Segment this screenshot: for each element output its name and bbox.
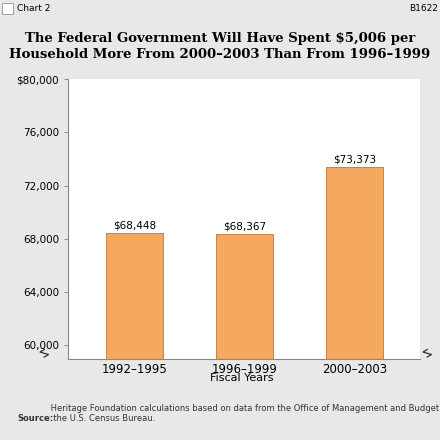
Bar [106, 233, 163, 440]
Text: Heritage Foundation calculations based on data from the Office of Management and: Heritage Foundation calculations based o… [48, 403, 440, 423]
Text: $73,373: $73,373 [333, 155, 376, 165]
Text: Household More From 2000–2003 Than From 1996–1999: Household More From 2000–2003 Than From … [9, 48, 431, 62]
Text: $68,367: $68,367 [223, 221, 266, 231]
Text: $68,448: $68,448 [113, 220, 156, 230]
Bar [326, 167, 383, 440]
Bar [2, 3, 13, 14]
Text: B1622: B1622 [409, 4, 438, 13]
Bar [216, 234, 273, 440]
Text: Fiscal Years: Fiscal Years [210, 373, 274, 383]
Text: Total 4-year federal spending per household in 2001 dollars: Total 4-year federal spending per househ… [77, 82, 348, 92]
Text: The Federal Government Will Have Spent $5,006 per: The Federal Government Will Have Spent $… [25, 32, 415, 44]
Text: Source:: Source: [18, 414, 54, 423]
Text: Chart 2: Chart 2 [17, 4, 50, 13]
